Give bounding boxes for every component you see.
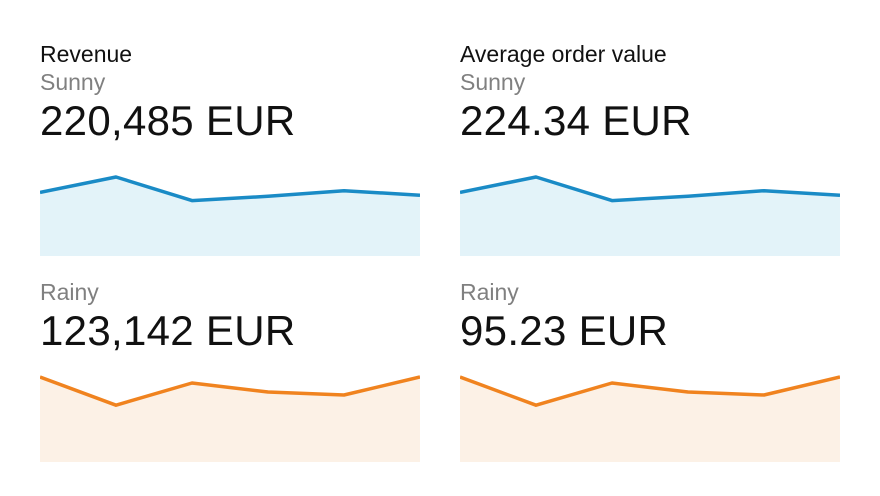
- average-order-value-panel: Average order value Sunny 224.34 EUR Rai…: [460, 40, 840, 462]
- series-line-sunny: [460, 175, 840, 203]
- series-value-rainy: 123,142 EUR: [40, 307, 296, 354]
- area-fill-rainy: [460, 377, 840, 462]
- series-label-rainy: Rainy: [40, 279, 99, 305]
- area-fill-sunny: [40, 177, 420, 256]
- series-line-rainy: [460, 375, 840, 407]
- area-fill-rainy: [40, 377, 420, 462]
- sparkline-rainy: [40, 375, 420, 462]
- series-line-sunny: [40, 175, 420, 203]
- series-label-rainy: Rainy: [460, 279, 519, 305]
- panel-title: Average order value: [460, 41, 667, 67]
- sparkline-sunny: [460, 175, 840, 256]
- series-label-sunny: Sunny: [460, 69, 526, 95]
- sparkline-rainy: [460, 375, 840, 462]
- area-fill-sunny: [460, 177, 840, 256]
- series-value-rainy: 95.23 EUR: [460, 307, 669, 354]
- sparkline-sunny: [40, 175, 420, 256]
- series-label-sunny: Sunny: [40, 69, 106, 95]
- panel-title: Revenue: [40, 41, 133, 67]
- series-value-sunny: 224.34 EUR: [460, 97, 692, 144]
- series-line-rainy: [40, 375, 420, 407]
- revenue-panel: Revenue Sunny 220,485 EUR Rainy 123,142 …: [40, 40, 420, 462]
- series-value-sunny: 220,485 EUR: [40, 97, 296, 144]
